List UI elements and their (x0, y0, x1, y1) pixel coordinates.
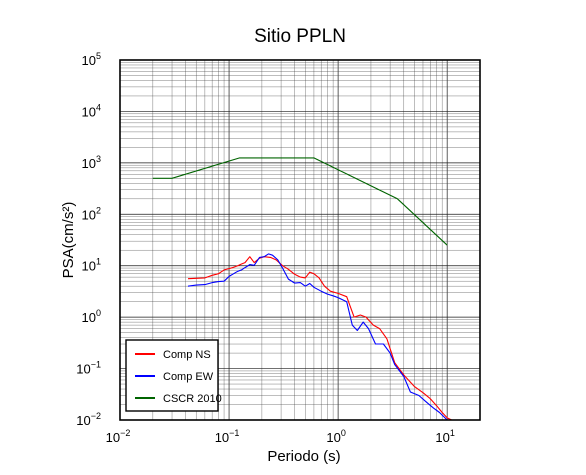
y-tick-label: 10−1 (76, 360, 101, 377)
y-axis-label: PSA(cm/s²) (60, 202, 77, 279)
x-axis-label: Periodo (s) (267, 448, 340, 465)
chart-title: Sitio PPLN (254, 26, 346, 47)
plot-frame (119, 59, 481, 421)
x-tick-label: 100 (326, 428, 345, 445)
y-tick-label: 105 (82, 51, 101, 68)
legend: Comp NS Comp EW CSCR 2010 (125, 339, 222, 412)
series-line-comp-ns (187, 256, 452, 421)
grid (119, 59, 481, 421)
x-tick-label: 101 (435, 428, 454, 445)
y-tick-label: 101 (82, 257, 101, 274)
tick-labels: 10−2 10−1 100 101 10−2 10−1 100 101 102 103 104 105 (76, 51, 455, 445)
series-group (152, 157, 452, 421)
legend-label: Comp NS (163, 349, 211, 361)
x-tick-label: 10−1 (215, 428, 240, 445)
y-tick-label: 104 (82, 102, 101, 119)
x-tick-label: 10−2 (106, 428, 131, 445)
y-tick-label: 100 (82, 308, 101, 325)
series-line-cscr-2010 (152, 157, 448, 246)
y-tick-label: 10−2 (76, 411, 101, 428)
legend-label: Comp EW (163, 371, 214, 383)
y-tick-label: 102 (82, 205, 101, 222)
legend-label: CSCR 2010 (163, 393, 222, 405)
y-tick-label: 103 (82, 154, 101, 171)
series-line-comp-ew (187, 253, 448, 421)
